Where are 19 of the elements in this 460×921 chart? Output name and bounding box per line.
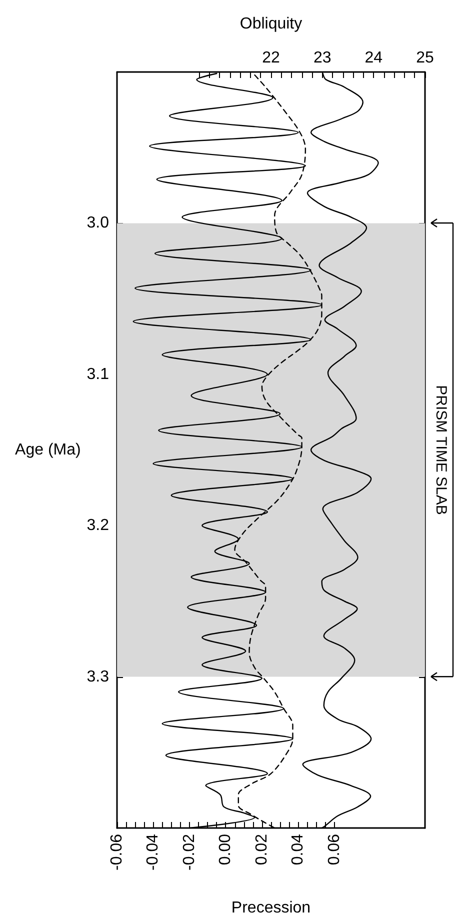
band-label: PRISM TIME SLAB [432, 385, 450, 515]
x2-tick-label: 25 [416, 50, 434, 66]
x-axis-title: Precession [231, 900, 311, 916]
x-tick-label: 0.02 [253, 834, 270, 866]
x2-tick-label: 24 [364, 50, 383, 66]
x2-tick-label: 23 [313, 50, 332, 66]
y-axis-title: Age (Ma) [15, 442, 81, 458]
x-tick-label: 0.04 [290, 834, 307, 866]
x-tick-label: -0.02 [180, 834, 198, 870]
x-tick-label: 0.00 [217, 834, 234, 866]
x-tick-label: 0.06 [326, 834, 343, 866]
x-tick-label: -0.04 [144, 834, 162, 870]
y-tick-label: 3.3 [86, 668, 110, 686]
y-tick-label: 3.1 [86, 366, 110, 383]
x-tick-label: -0.06 [108, 834, 126, 870]
y-tick-label: 3.2 [86, 517, 110, 534]
y-tick-label: 3.0 [86, 214, 110, 232]
x2-tick-label: 22 [262, 50, 280, 66]
x2-axis-title: Obliquity [240, 16, 302, 32]
